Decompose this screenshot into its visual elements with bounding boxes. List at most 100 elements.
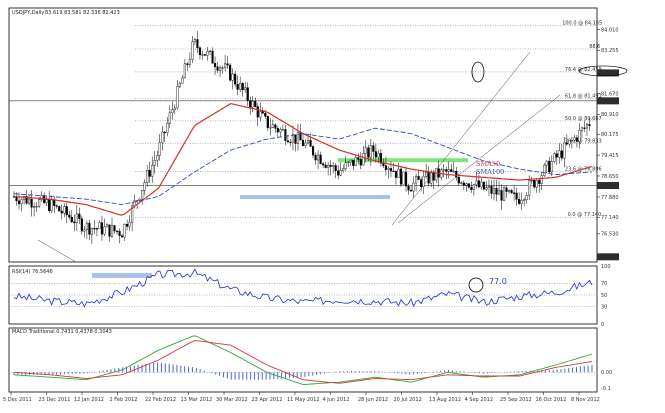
candle-body (231, 73, 234, 81)
candle-body (296, 132, 300, 144)
candle-body (110, 225, 114, 237)
price-tick-label: 81.670 (601, 91, 619, 97)
candle-body (193, 39, 197, 42)
candle-body (113, 225, 116, 232)
rsi-tick-label: 30 (601, 304, 607, 310)
candle-body (291, 134, 295, 143)
low-marker-label: 78.300 (599, 183, 617, 189)
candle-body (467, 183, 470, 188)
candle-body (136, 200, 139, 202)
candle-body (70, 216, 73, 223)
candle-body (550, 161, 553, 173)
candle-body (161, 131, 164, 143)
candle-body (131, 205, 134, 223)
candle-body (460, 182, 463, 184)
candle-body (588, 124, 591, 127)
candle-body (415, 176, 418, 184)
candle-body (186, 63, 189, 65)
candle-body (249, 100, 252, 108)
ma-label: SMA100 (476, 168, 504, 176)
candle-body (254, 101, 257, 107)
candle-body (33, 206, 36, 208)
candle-body (545, 160, 548, 166)
candle-body (276, 128, 279, 133)
x-axis-label: 5 Dec 2011 (3, 397, 32, 403)
sma100-line (13, 127, 593, 205)
price-tick-label: 76.530 (601, 232, 619, 238)
candle-body (578, 130, 581, 142)
candle-body (20, 199, 23, 205)
candle-body (450, 169, 453, 172)
price-tick-label: 83.255 (601, 48, 619, 54)
candle-body (153, 160, 156, 166)
candle-body (485, 187, 488, 190)
candle-body (239, 83, 242, 90)
candle-body (475, 180, 478, 185)
x-axis: 5 Dec 2011 23 Dec 2011 12 Jan 2012 2 Feb 20… (3, 392, 600, 403)
candle-body (55, 205, 58, 207)
candle-body (176, 86, 179, 109)
support-zone (240, 195, 390, 200)
candle-body (301, 139, 305, 146)
candle-body (188, 59, 191, 65)
candle-body (507, 190, 511, 192)
candle-body (568, 140, 571, 145)
candle-body (490, 185, 493, 194)
candle-body (274, 124, 277, 129)
x-axis-label: 20 Jul 2012 (394, 397, 422, 403)
x-axis-label: 23 Apr 2012 (252, 397, 283, 403)
candle-body (45, 199, 48, 203)
candle-body (100, 222, 104, 235)
candle-body (53, 199, 56, 206)
candle-body (352, 159, 355, 166)
candle-body (218, 67, 222, 71)
candle-body (510, 190, 513, 194)
candle-body (224, 63, 227, 68)
x-axis-label: 13 Mar 2012 (181, 397, 213, 403)
candle-body (530, 179, 533, 182)
chart-frame (8, 7, 598, 393)
candle-body (442, 169, 445, 171)
candle-body (85, 222, 88, 231)
x-axis-label: 28 Jun 2012 (358, 397, 388, 403)
candle-body (369, 145, 372, 158)
candle-body (90, 228, 93, 235)
candle-body (553, 153, 556, 162)
price-tick-label: 77.880 (601, 195, 619, 201)
candle-body (364, 147, 367, 154)
candle-body (407, 185, 410, 191)
macd-tick-label: 0.00 (601, 370, 612, 376)
candle-body (427, 172, 430, 184)
candle-body (520, 200, 523, 204)
candle-body (339, 170, 342, 176)
candle-body (156, 155, 159, 161)
x-axis-label: 8 Nov 2012 (571, 397, 600, 403)
candle-body (409, 189, 413, 192)
candle-body (362, 153, 365, 166)
candle-body (261, 111, 264, 114)
candle-body (221, 67, 224, 69)
candle-body (201, 54, 204, 56)
candle-body (417, 176, 420, 180)
candle-body (148, 169, 151, 177)
candle-body (158, 142, 161, 156)
candle-body (327, 164, 330, 168)
candle-body (455, 171, 458, 178)
support-marker-box (597, 97, 619, 105)
candle-body (128, 222, 131, 227)
candle-body (213, 63, 217, 68)
candle-body (379, 153, 382, 164)
candle-body (103, 226, 106, 235)
candle-body (198, 47, 202, 56)
rsi-tick-label: 100 (601, 264, 611, 270)
chart-ohlc: 83.619 83.581 82.336 82.423 (45, 10, 120, 16)
candle-body (294, 134, 297, 144)
candle-body (284, 129, 287, 141)
macd-frame (8, 327, 598, 393)
fib-level-label: 23.6 @ 78.806 (565, 167, 602, 173)
candle-body (389, 168, 393, 172)
fib-level-label: 38.2 @ 79.833 (565, 139, 602, 145)
candle-body (420, 179, 423, 187)
candle-body (425, 172, 428, 177)
candle-body (515, 192, 518, 200)
